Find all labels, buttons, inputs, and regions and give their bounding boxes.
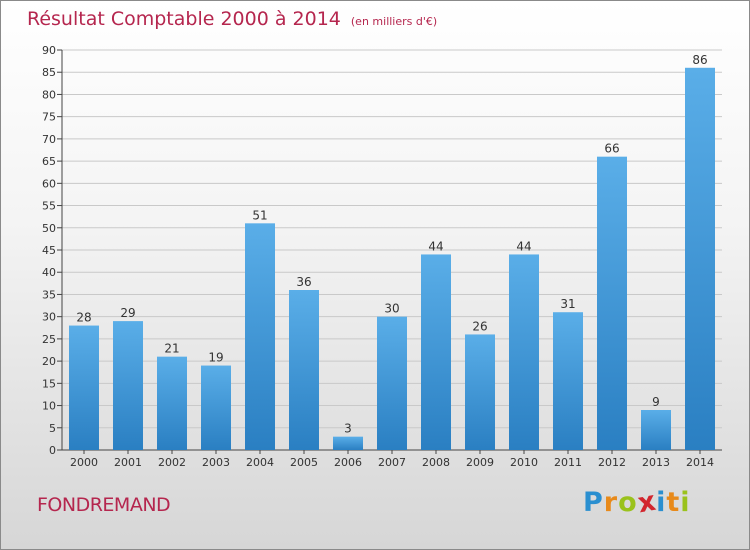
chart-subtitle: (en milliers d'€) (350, 15, 438, 28)
data-label-2012: 66 (604, 142, 619, 156)
y-tick-label: 35 (42, 288, 56, 301)
x-tick-label: 2006 (334, 456, 362, 469)
bar-2011 (553, 312, 583, 450)
logo-letter: P (583, 487, 604, 518)
x-tick-label: 2014 (686, 456, 714, 469)
bar-2007 (377, 316, 407, 450)
bar-2002 (157, 356, 187, 450)
data-label-2013: 9 (652, 395, 660, 409)
y-tick-label: 85 (42, 66, 56, 79)
data-label-2005: 36 (296, 275, 311, 289)
y-tick-label: 55 (42, 200, 56, 213)
logo-letter: r (603, 487, 619, 518)
x-tick-label: 2009 (466, 456, 494, 469)
bar-2009 (465, 334, 495, 450)
bar-2005 (289, 290, 319, 450)
bar-2004 (245, 223, 275, 450)
bar-2012 (597, 156, 627, 450)
commune-name: FONDREMAND (37, 494, 171, 516)
data-label-2008: 44 (428, 239, 443, 253)
chart-title: Résultat Comptable 2000 à 2014 (en millie… (27, 8, 437, 30)
x-tick-label: 2002 (158, 456, 186, 469)
y-tick-label: 90 (42, 44, 56, 57)
x-tick-label: 2004 (246, 456, 274, 469)
data-label-2014: 86 (692, 53, 707, 67)
data-label-2011: 31 (560, 297, 575, 311)
data-label-2001: 29 (120, 306, 135, 320)
y-tick-label: 30 (42, 311, 56, 324)
y-tick-label: 15 (42, 377, 56, 390)
x-tick-label: 2000 (70, 456, 98, 469)
y-tick-label: 75 (42, 111, 56, 124)
data-label-2006: 3 (344, 422, 352, 436)
y-tick-label: 10 (42, 400, 56, 413)
proxiti-logo: Proxiti (583, 486, 691, 520)
x-tick-label: 2007 (378, 456, 406, 469)
bar-2006 (333, 436, 363, 450)
data-label-2007: 30 (384, 302, 399, 316)
logo-letter: i (680, 487, 691, 518)
data-label-2000: 28 (76, 311, 91, 325)
y-tick-label: 50 (42, 222, 56, 235)
x-tick-label: 2008 (422, 456, 450, 469)
data-label-2009: 26 (472, 319, 487, 333)
y-tick-label: 25 (42, 333, 56, 346)
data-label-2002: 21 (164, 342, 179, 356)
x-tick-label: 2005 (290, 456, 318, 469)
data-label-2010: 44 (516, 239, 531, 253)
bar-2001 (113, 321, 143, 450)
x-tick-label: 2010 (510, 456, 538, 469)
y-tick-label: 65 (42, 155, 56, 168)
bar-2000 (69, 325, 99, 450)
title-text: Résultat Comptable 2000 à 2014 (27, 8, 341, 30)
y-tick-label: 70 (42, 133, 56, 146)
y-tick-label: 20 (42, 355, 56, 368)
x-tick-label: 2012 (598, 456, 626, 469)
logo-letter: t (666, 487, 681, 518)
bar-2013 (641, 410, 671, 450)
bar-2008 (421, 254, 451, 450)
y-tick-label: 40 (42, 266, 56, 279)
data-label-2003: 19 (208, 351, 223, 365)
y-tick-label: 45 (42, 244, 56, 257)
y-tick-label: 60 (42, 177, 56, 190)
data-label-2004: 51 (252, 208, 267, 222)
bar-2010 (509, 254, 539, 450)
bar-2014 (685, 67, 715, 451)
y-tick-label: 0 (49, 444, 56, 457)
x-tick-label: 2013 (642, 456, 670, 469)
logo-letter: i (656, 487, 667, 518)
bar-2003 (201, 365, 231, 450)
x-tick-label: 2001 (114, 456, 142, 469)
y-tick-label: 5 (49, 422, 56, 435)
y-tick-label: 80 (42, 88, 56, 101)
x-tick-label: 2011 (554, 456, 582, 469)
logo-letter: o (618, 487, 638, 518)
x-tick-label: 2003 (202, 456, 230, 469)
